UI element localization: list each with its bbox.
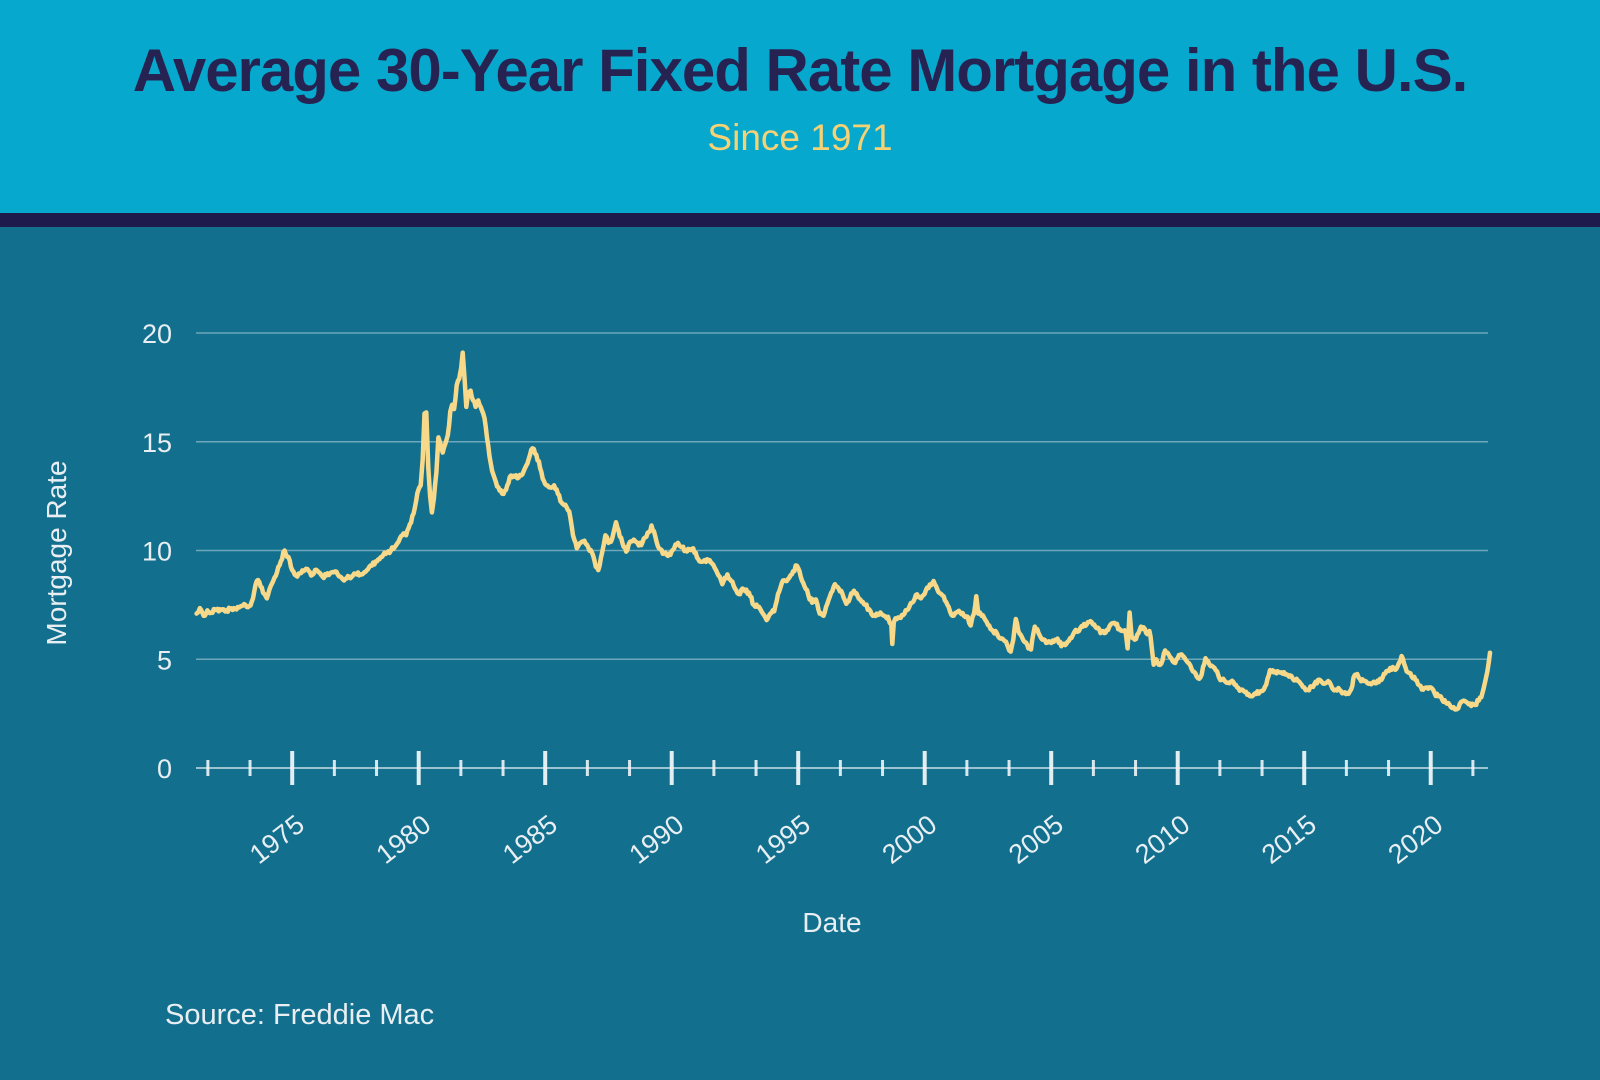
chart-subtitle: Since 1971 [707, 117, 893, 158]
y-tick-label: 5 [157, 645, 172, 675]
gridlines [196, 332, 1488, 660]
y-axis-title: Mortgage Rate [41, 460, 72, 645]
x-tick-label: 2000 [877, 809, 943, 870]
x-tick-label: 1990 [624, 809, 690, 870]
x-tick-label: 2005 [1003, 809, 1069, 870]
x-axis-tick-labels: 1975 1980 1985 1990 1995 2000 2005 2010 2015 2020 [244, 809, 1448, 870]
header-divider [0, 213, 1600, 227]
y-tick-label: 10 [142, 537, 172, 567]
y-axis-tick-labels: 0 5 10 15 20 [142, 319, 172, 784]
chart-title: Average 30-Year Fixed Rate Mortgage in t… [132, 37, 1469, 104]
x-tick-label: 1995 [750, 809, 816, 870]
y-tick-label: 20 [142, 319, 172, 349]
mortgage-rate-line [194, 350, 1493, 712]
source-credit: Source: Freddie Mac [165, 999, 435, 1031]
y-tick-label: 0 [157, 754, 172, 784]
x-tick-label: 1975 [244, 809, 310, 870]
x-axis-title: Date [802, 907, 861, 938]
x-tick-label: 2020 [1383, 809, 1449, 870]
header-banner: Average 30-Year Fixed Rate Mortgage in t… [0, 0, 1600, 213]
x-tick-label: 2015 [1256, 809, 1322, 870]
y-tick-label: 15 [142, 428, 172, 458]
x-tick-label: 1985 [497, 809, 563, 870]
x-axis-ticks [206, 751, 1475, 785]
chart-background [0, 227, 1600, 1080]
x-tick-label: 1980 [371, 809, 437, 870]
x-tick-label: 2010 [1130, 809, 1196, 870]
